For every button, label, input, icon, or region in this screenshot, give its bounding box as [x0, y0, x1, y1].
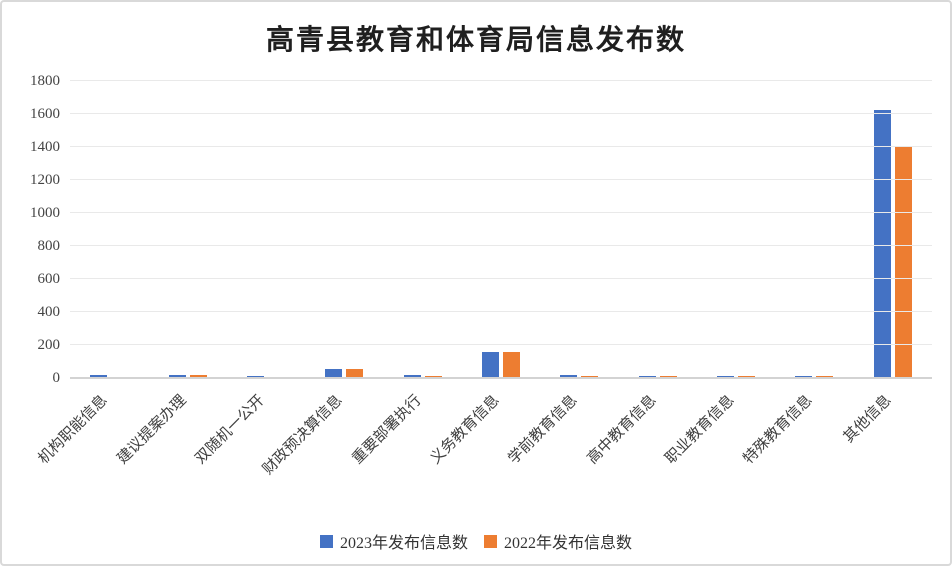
- plot-area: [70, 80, 932, 379]
- legend-label: 2022年发布信息数: [504, 535, 633, 552]
- x-axis-line: [70, 377, 932, 379]
- legend-swatch-icon: [484, 534, 497, 548]
- bar-group-1: [148, 81, 226, 378]
- bar-s0-c5: [481, 351, 499, 378]
- bar-s1-c10: [894, 147, 912, 378]
- legend-label: 2023年发布信息数: [339, 535, 468, 552]
- bar-s0-c8: [717, 375, 735, 378]
- bar-s0-c7: [638, 375, 656, 378]
- y-tick-label-1000: 1000: [30, 205, 60, 221]
- gridline-800: [70, 245, 932, 246]
- y-tick-label-1200: 1200: [30, 172, 60, 188]
- y-tick-label-1400: 1400: [30, 139, 60, 155]
- bar-group-9: [775, 81, 853, 378]
- gridline-1000: [70, 212, 932, 213]
- gridline-600: [70, 278, 932, 279]
- y-tick-label-400: 400: [37, 304, 61, 320]
- legend-item-1: 2022年发布信息数: [484, 529, 632, 553]
- chart-title: 高青县教育和体育局信息发布数: [265, 25, 686, 56]
- bar-group-0: [70, 81, 148, 378]
- y-tick-label-1800: 1800: [30, 73, 60, 89]
- gridline-1600: [70, 113, 932, 114]
- bar-s0-c4: [403, 374, 421, 378]
- gridline-1200: [70, 179, 932, 180]
- legend: 2023年发布信息数 2022年发布信息数: [2, 529, 950, 553]
- bar-s1-c1: [189, 375, 207, 378]
- bar-group-8: [697, 81, 775, 378]
- bar-s1-c4: [424, 375, 442, 378]
- bar-s0-c10: [873, 109, 891, 378]
- gridline-1400: [70, 146, 932, 147]
- bar-s1-c3: [346, 369, 364, 378]
- y-tick-label-1600: 1600: [30, 106, 60, 122]
- bar-group-2: [227, 81, 305, 378]
- bar-group-7: [619, 81, 697, 378]
- legend-swatch-icon: [319, 534, 333, 548]
- gridline-200: [70, 344, 932, 345]
- bar-s1-c8: [738, 375, 756, 378]
- bar-s0-c1: [168, 374, 186, 378]
- bar-s0-c0: [90, 375, 108, 378]
- bar-group-3: [305, 81, 383, 378]
- gridline-400: [70, 311, 932, 312]
- bar-group-4: [383, 81, 461, 378]
- bar-group-5: [462, 81, 540, 378]
- bar-group-6: [540, 81, 618, 378]
- y-tick-label-0: 0: [52, 370, 61, 386]
- bar-groups: [70, 81, 932, 378]
- legend-item-0: 2023年发布信息数: [319, 529, 468, 553]
- y-tick-label-200: 200: [37, 337, 61, 353]
- bar-s0-c3: [325, 368, 343, 378]
- bar-s0-c6: [560, 374, 578, 378]
- y-tick-label-600: 600: [37, 271, 61, 287]
- bar-group-10: [854, 81, 932, 378]
- bar-s1-c7: [659, 375, 677, 378]
- bar-s1-c5: [502, 352, 520, 378]
- y-tick-label-800: 800: [37, 238, 61, 254]
- gridline-1800: [70, 80, 932, 81]
